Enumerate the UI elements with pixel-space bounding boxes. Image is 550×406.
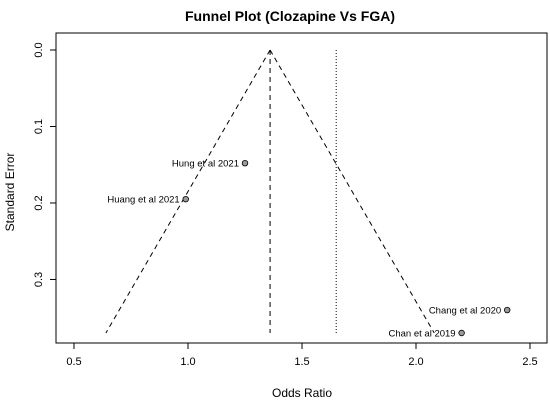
x-axis-label: Odds Ratio bbox=[272, 386, 332, 400]
data-point bbox=[241, 159, 249, 167]
y-tick-label: 0.0 bbox=[33, 42, 45, 57]
x-tick-label: 0.5 bbox=[66, 356, 81, 368]
data-point bbox=[182, 195, 189, 203]
funnel-right-line bbox=[269, 49, 435, 334]
x-tick-label: 1.5 bbox=[294, 356, 309, 368]
y-tick-label: 0.1 bbox=[33, 119, 45, 134]
point-label: Chang et al 2020 bbox=[429, 306, 501, 317]
chart-marks: 0.5 1.0 1.5 2.0 2.5 0.0 0.1 0.2 0.3 Hung et al 20… bbox=[33, 42, 538, 368]
funnel-left-line bbox=[105, 49, 271, 334]
x-tick-label: 2.0 bbox=[408, 356, 423, 368]
y-tick-label: 0.2 bbox=[33, 195, 45, 210]
data-point bbox=[458, 329, 465, 337]
x-tick-label: 1.0 bbox=[180, 356, 195, 368]
point-label: Chan et al 2019 bbox=[389, 329, 456, 340]
y-tick-label: 0.3 bbox=[33, 272, 45, 287]
y-axis-label: Standard Error bbox=[3, 153, 17, 232]
data-point bbox=[504, 306, 511, 314]
x-tick-label: 2.5 bbox=[522, 356, 537, 368]
point-label: Huang et al 2021 bbox=[107, 195, 179, 206]
chart-title: Funnel Plot (Clozapine Vs FGA) bbox=[185, 8, 395, 24]
plot-frame bbox=[55, 32, 548, 344]
point-label: Hung et al 2021 bbox=[172, 159, 239, 170]
